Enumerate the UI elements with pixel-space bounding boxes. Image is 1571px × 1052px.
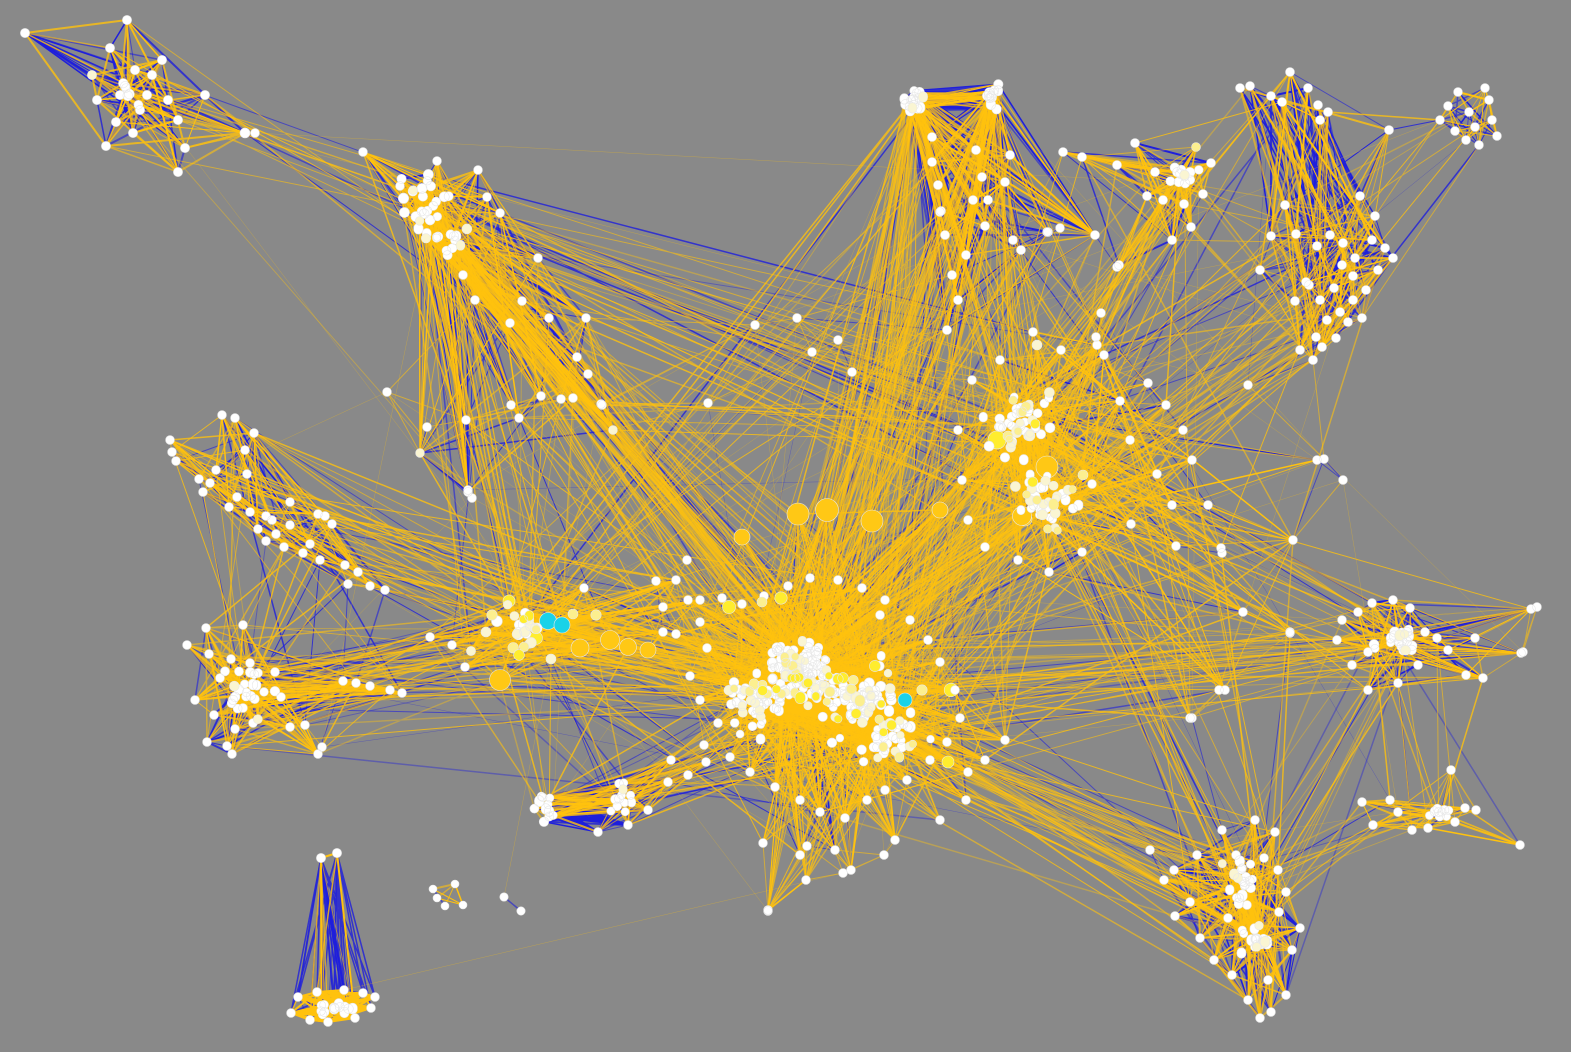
- graph-node-highlight[interactable]: [553, 616, 571, 634]
- graph-node-hub[interactable]: [941, 755, 955, 769]
- graph-node-hub[interactable]: [639, 641, 657, 659]
- graph-node-hub[interactable]: [733, 528, 751, 546]
- graph-edge-gold: [119, 89, 1484, 948]
- graph-node-hub[interactable]: [860, 509, 884, 533]
- graph-node-hub[interactable]: [600, 630, 620, 650]
- graph-node-hub[interactable]: [570, 638, 590, 658]
- graph-node-hub[interactable]: [774, 591, 788, 605]
- graph-edge-gold: [109, 47, 1538, 991]
- graph-node-hub[interactable]: [489, 669, 511, 691]
- graph-node-hub[interactable]: [815, 498, 839, 522]
- graph-node-hub[interactable]: [722, 600, 736, 614]
- node-layer[interactable]: [20, 15, 1542, 1027]
- graph-node-highlight[interactable]: [897, 692, 913, 708]
- graph-node[interactable]: [486, 142, 1201, 763]
- graph-node-hub[interactable]: [786, 502, 810, 526]
- graph-node-hub[interactable]: [619, 638, 637, 656]
- graph-node-hub[interactable]: [931, 501, 949, 519]
- graph-node[interactable]: [513, 418, 1041, 737]
